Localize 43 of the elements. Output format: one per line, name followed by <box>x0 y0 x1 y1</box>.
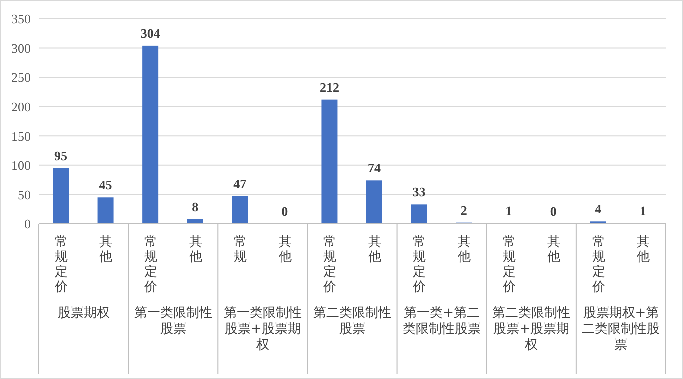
x-tick-label: 其他 <box>548 235 561 265</box>
y-tick-label: 150 <box>12 128 31 144</box>
x-tick-label: 常规 <box>234 235 248 265</box>
x-tick-label: 常规定价 <box>502 235 516 295</box>
x-tick-label: 其他 <box>278 235 292 265</box>
x-tick-label: 常规定价 <box>54 235 68 295</box>
x-tick-label: 常规定价 <box>322 235 337 295</box>
y-tick-label: 100 <box>12 158 31 174</box>
data-label: 74 <box>368 160 382 176</box>
x-tick-label: 其他 <box>368 235 382 265</box>
y-tick-label: 250 <box>12 70 31 86</box>
data-label: 212 <box>320 80 340 95</box>
y-tick-label: 200 <box>12 99 31 114</box>
data-label: 33 <box>412 184 426 200</box>
x-tick-label: 常规定价 <box>143 235 158 295</box>
y-tick-label: 300 <box>12 40 31 56</box>
data-label: 1 <box>640 203 646 218</box>
data-label: 47 <box>234 176 248 192</box>
data-label: 304 <box>140 26 161 41</box>
x-tick-label: 其他 <box>189 235 202 265</box>
y-tick-label: 350 <box>12 12 31 27</box>
text: 第一类限制性股票+股票期权 <box>222 306 303 354</box>
text: 第一类+第二类限制性股票 <box>402 306 482 338</box>
data-label: 8 <box>192 199 200 214</box>
x-tick-label: 其他 <box>637 235 650 265</box>
x-tick-label: 常规定价 <box>412 235 426 295</box>
data-label: 1 <box>506 203 512 218</box>
text: 第一类限制性股票 <box>133 306 214 338</box>
x-tick-label: 其他 <box>458 235 471 265</box>
text: 第二类限制性股票+股票期权 <box>492 306 572 354</box>
data-label: 0 <box>550 204 557 219</box>
text: 第二类限制性股票 <box>312 306 392 338</box>
x-tick-label: 其他 <box>100 235 113 265</box>
data-label: 0 <box>282 204 288 219</box>
data-label: 2 <box>460 202 468 218</box>
text: 股票期权 <box>56 306 111 322</box>
y-tick-label: 0 <box>24 216 31 232</box>
data-label: 4 <box>595 202 602 217</box>
text: 股票期权+第二类限制性股票 <box>581 306 662 354</box>
x-tick-label: 常规定价 <box>591 235 606 295</box>
data-label: 45 <box>99 178 113 193</box>
y-tick-label: 50 <box>18 187 31 202</box>
data-label: 95 <box>54 148 68 164</box>
